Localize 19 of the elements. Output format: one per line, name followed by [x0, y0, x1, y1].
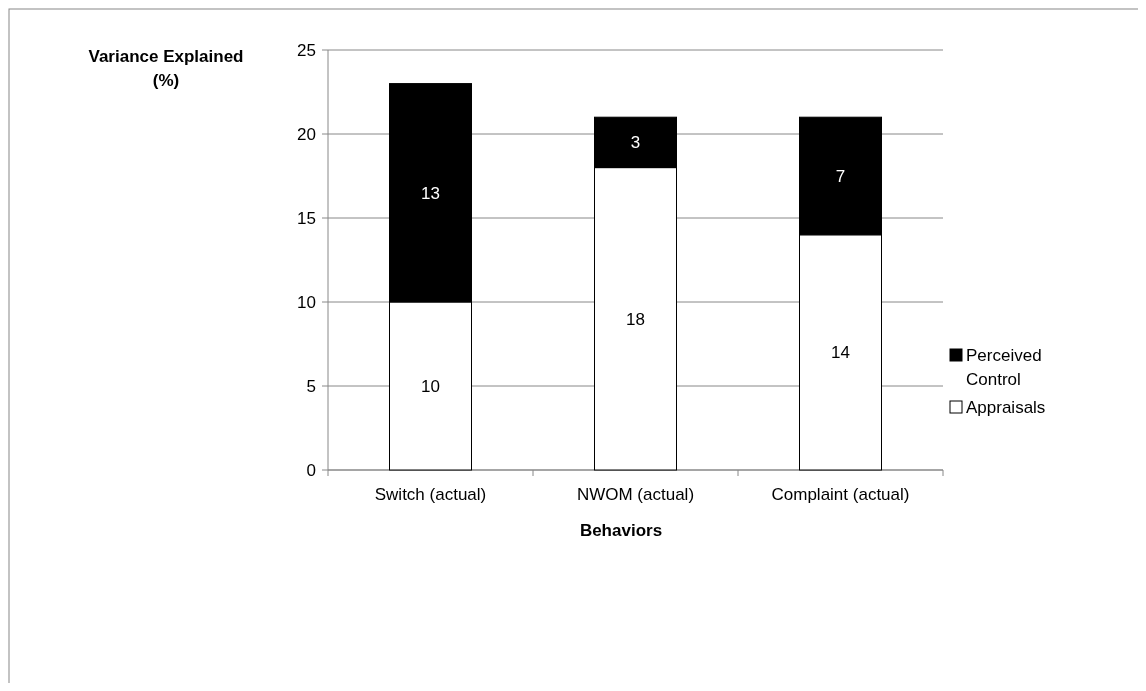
data-label: 18 [626, 309, 645, 329]
data-label: 10 [421, 377, 440, 396]
x-tick-label: Complaint (actual) [771, 485, 910, 504]
y-tick-label: 0 [306, 461, 316, 480]
data-label: 14 [831, 343, 850, 363]
y-tick-label: 10 [297, 293, 316, 312]
legend-label: Appraisals [966, 398, 1046, 417]
x-axis-title: Behaviors [579, 521, 663, 540]
x-tick-label: NWOM (actual) [576, 485, 695, 504]
legend-label: Perceived Control [966, 346, 1042, 389]
data-label: 13 [421, 183, 440, 203]
y-tick-label: 5 [306, 377, 316, 396]
y-tick-label: 15 [297, 209, 316, 228]
data-label: 3 [630, 133, 641, 153]
data-label: 7 [835, 167, 846, 186]
x-tick-label: Switch (actual) [374, 485, 487, 504]
y-tick-label: 25 [297, 41, 316, 60]
y-tick-label: 20 [297, 125, 316, 144]
y-axis-title: Variance Explained (%) [88, 47, 244, 90]
